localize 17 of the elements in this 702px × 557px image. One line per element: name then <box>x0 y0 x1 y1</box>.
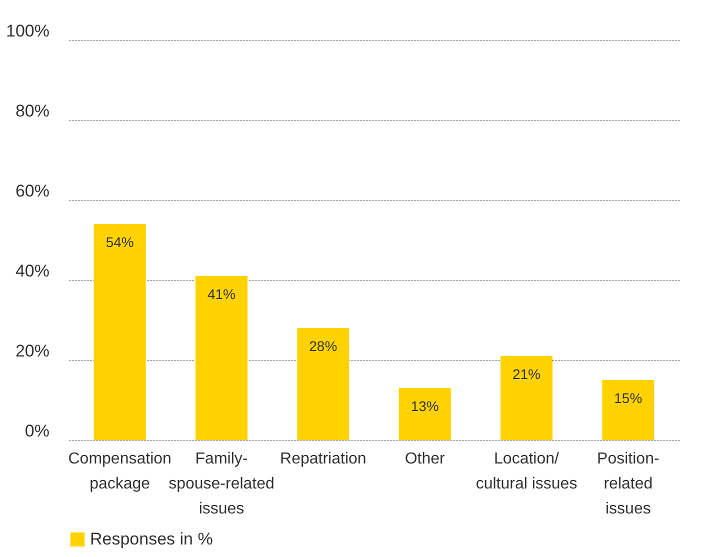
x-tick-label: Position- related issues <box>597 450 660 518</box>
data-label: 13% <box>410 398 439 414</box>
x-tick-label: Location/ cultural issues <box>476 450 578 492</box>
data-label: 41% <box>207 286 236 302</box>
y-tick-label: 80% <box>15 102 50 120</box>
y-tick-label: 100% <box>6 22 50 40</box>
y-tick-label: 20% <box>15 342 50 360</box>
data-label: 28% <box>309 338 338 354</box>
data-label: 21% <box>512 366 541 382</box>
data-label: 15% <box>614 390 642 406</box>
data-label: 54% <box>106 234 134 250</box>
legend-label: Responses in % <box>90 530 213 548</box>
y-tick-label: 0% <box>24 422 50 440</box>
x-tick-label: Other <box>404 450 446 468</box>
y-tick-label: 40% <box>15 262 50 280</box>
y-tick-label: 60% <box>15 182 50 200</box>
x-tick-label: Repatriation <box>280 450 366 468</box>
